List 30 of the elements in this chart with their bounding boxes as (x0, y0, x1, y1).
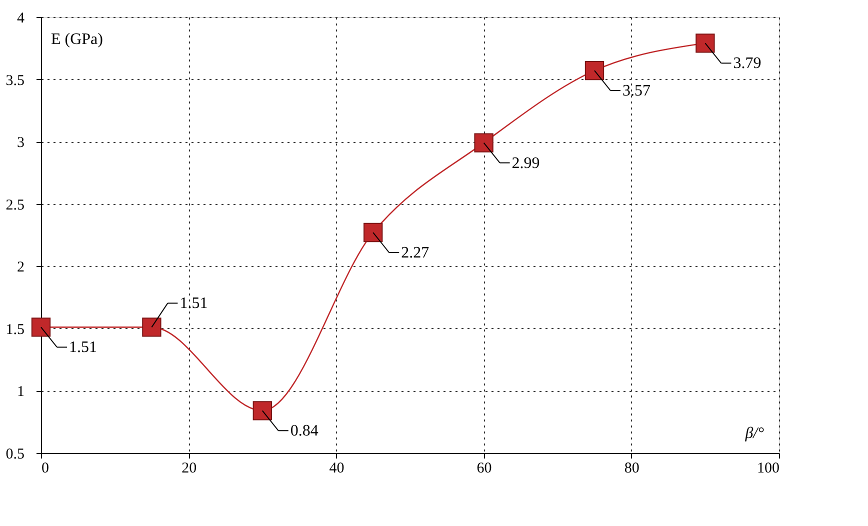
x-tick-label: 20 (182, 460, 197, 476)
y-tick-label: 1.5 (6, 322, 24, 338)
point (252, 401, 272, 420)
y-tick-label: 3 (17, 135, 24, 152)
x-axis-title: β/° (744, 425, 765, 442)
y-tick-label: 1 (17, 384, 24, 400)
y-tick-label: 4 (17, 10, 25, 26)
y-tick-label: 2 (17, 260, 24, 276)
point (474, 133, 494, 152)
x-tick-label: 100 (757, 460, 780, 476)
data-label: 3.79 (733, 55, 762, 72)
x-tick-label: 80 (624, 460, 640, 476)
x-tick-label: 40 (329, 460, 344, 476)
x-tick-label: 0 (42, 460, 49, 476)
y-axis-title: E (GPa) (51, 31, 103, 48)
point (364, 222, 383, 242)
point (584, 60, 604, 80)
x-tick-label: 60 (476, 460, 492, 476)
point (142, 318, 162, 337)
data-label: 2.99 (512, 154, 540, 172)
data-label: 2.27 (401, 244, 430, 262)
y-tick-label: 2.5 (6, 197, 24, 214)
y-tick-label: 0.5 (6, 446, 24, 462)
point (31, 318, 51, 337)
data-label: 1.51 (180, 295, 208, 312)
data-label: 0.84 (290, 422, 318, 440)
data-label: 3.57 (622, 82, 650, 100)
point (696, 34, 715, 53)
y-tick-label: 3.5 (6, 72, 24, 89)
data-label: 1.51 (69, 339, 97, 356)
